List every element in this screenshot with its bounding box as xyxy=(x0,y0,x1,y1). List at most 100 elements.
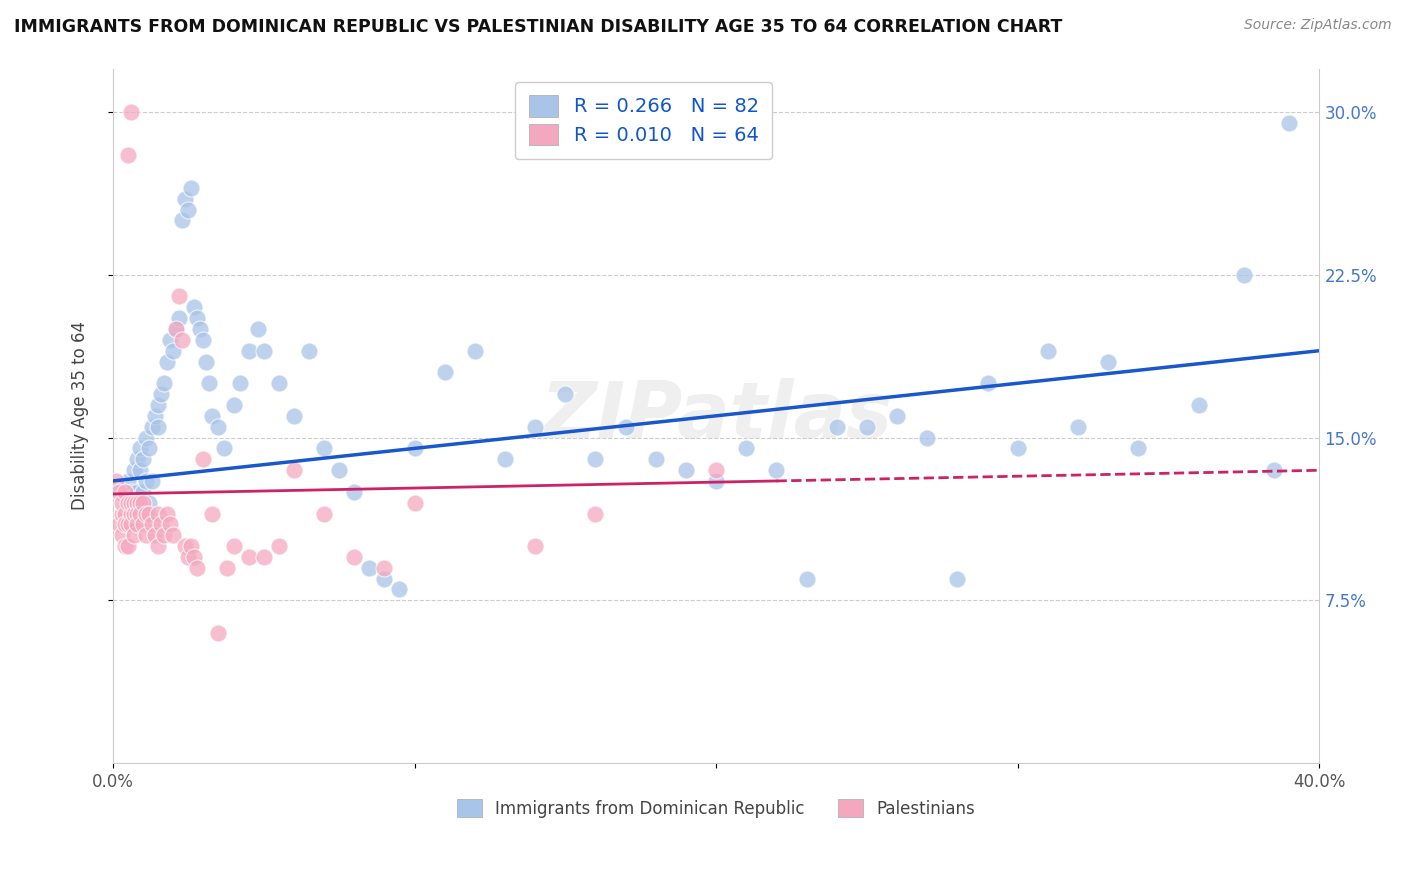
Point xyxy=(464,343,486,358)
Point xyxy=(122,496,145,510)
Point xyxy=(132,452,155,467)
Point xyxy=(388,582,411,597)
Point xyxy=(114,517,136,532)
Point xyxy=(141,517,163,532)
Point xyxy=(141,419,163,434)
Point xyxy=(159,517,181,532)
Point xyxy=(704,463,727,477)
Point xyxy=(138,442,160,456)
Point xyxy=(125,517,148,532)
Point xyxy=(138,496,160,510)
Point xyxy=(135,507,157,521)
Point xyxy=(120,496,142,510)
Point xyxy=(156,507,179,521)
Point xyxy=(585,507,607,521)
Point xyxy=(193,333,215,347)
Point xyxy=(125,484,148,499)
Point xyxy=(222,539,245,553)
Point xyxy=(917,431,939,445)
Point xyxy=(135,474,157,488)
Text: IMMIGRANTS FROM DOMINICAN REPUBLIC VS PALESTINIAN DISABILITY AGE 35 TO 64 CORREL: IMMIGRANTS FROM DOMINICAN REPUBLIC VS PA… xyxy=(14,18,1063,36)
Point xyxy=(167,311,190,326)
Point xyxy=(1278,116,1301,130)
Point xyxy=(238,549,260,564)
Point xyxy=(675,463,697,477)
Point xyxy=(283,463,305,477)
Point xyxy=(1233,268,1256,282)
Point xyxy=(343,549,366,564)
Point xyxy=(524,539,547,553)
Point xyxy=(195,354,218,368)
Point xyxy=(129,442,152,456)
Point xyxy=(122,496,145,510)
Point xyxy=(172,333,194,347)
Point xyxy=(114,507,136,521)
Point xyxy=(186,311,208,326)
Point xyxy=(125,507,148,521)
Point xyxy=(312,507,335,521)
Point xyxy=(165,322,187,336)
Point xyxy=(122,528,145,542)
Point xyxy=(201,409,224,423)
Point xyxy=(1188,398,1211,412)
Point xyxy=(404,442,426,456)
Point xyxy=(267,376,290,391)
Point xyxy=(120,517,142,532)
Point xyxy=(125,496,148,510)
Point xyxy=(132,517,155,532)
Point xyxy=(359,561,381,575)
Point xyxy=(122,463,145,477)
Point xyxy=(117,496,139,510)
Point xyxy=(554,387,576,401)
Point xyxy=(765,463,787,477)
Point xyxy=(117,148,139,162)
Point xyxy=(143,409,166,423)
Point xyxy=(162,528,184,542)
Text: Source: ZipAtlas.com: Source: ZipAtlas.com xyxy=(1244,18,1392,32)
Point xyxy=(373,572,395,586)
Point xyxy=(207,419,229,434)
Point xyxy=(132,484,155,499)
Point xyxy=(1263,463,1285,477)
Point xyxy=(856,419,879,434)
Point xyxy=(186,561,208,575)
Point xyxy=(886,409,908,423)
Point xyxy=(328,463,350,477)
Point xyxy=(150,387,173,401)
Point xyxy=(146,398,169,412)
Point xyxy=(129,507,152,521)
Point xyxy=(165,322,187,336)
Point xyxy=(253,343,276,358)
Point xyxy=(146,539,169,553)
Point xyxy=(129,496,152,510)
Point xyxy=(246,322,269,336)
Text: ZIPatlas: ZIPatlas xyxy=(540,378,893,454)
Point xyxy=(644,452,666,467)
Point xyxy=(125,452,148,467)
Point xyxy=(159,333,181,347)
Point xyxy=(167,289,190,303)
Point xyxy=(117,517,139,532)
Point xyxy=(1128,442,1150,456)
Point xyxy=(198,376,221,391)
Point xyxy=(117,474,139,488)
Point xyxy=(214,442,236,456)
Point xyxy=(114,539,136,553)
Point xyxy=(172,213,194,227)
Point xyxy=(201,507,224,521)
Point xyxy=(193,452,215,467)
Point xyxy=(177,549,200,564)
Point xyxy=(796,572,818,586)
Point xyxy=(162,343,184,358)
Point xyxy=(183,300,205,314)
Point xyxy=(177,202,200,217)
Point xyxy=(735,442,758,456)
Point xyxy=(180,539,202,553)
Point xyxy=(343,484,366,499)
Point xyxy=(238,343,260,358)
Point xyxy=(373,561,395,575)
Point xyxy=(976,376,998,391)
Point xyxy=(150,517,173,532)
Point xyxy=(141,474,163,488)
Point xyxy=(524,419,547,434)
